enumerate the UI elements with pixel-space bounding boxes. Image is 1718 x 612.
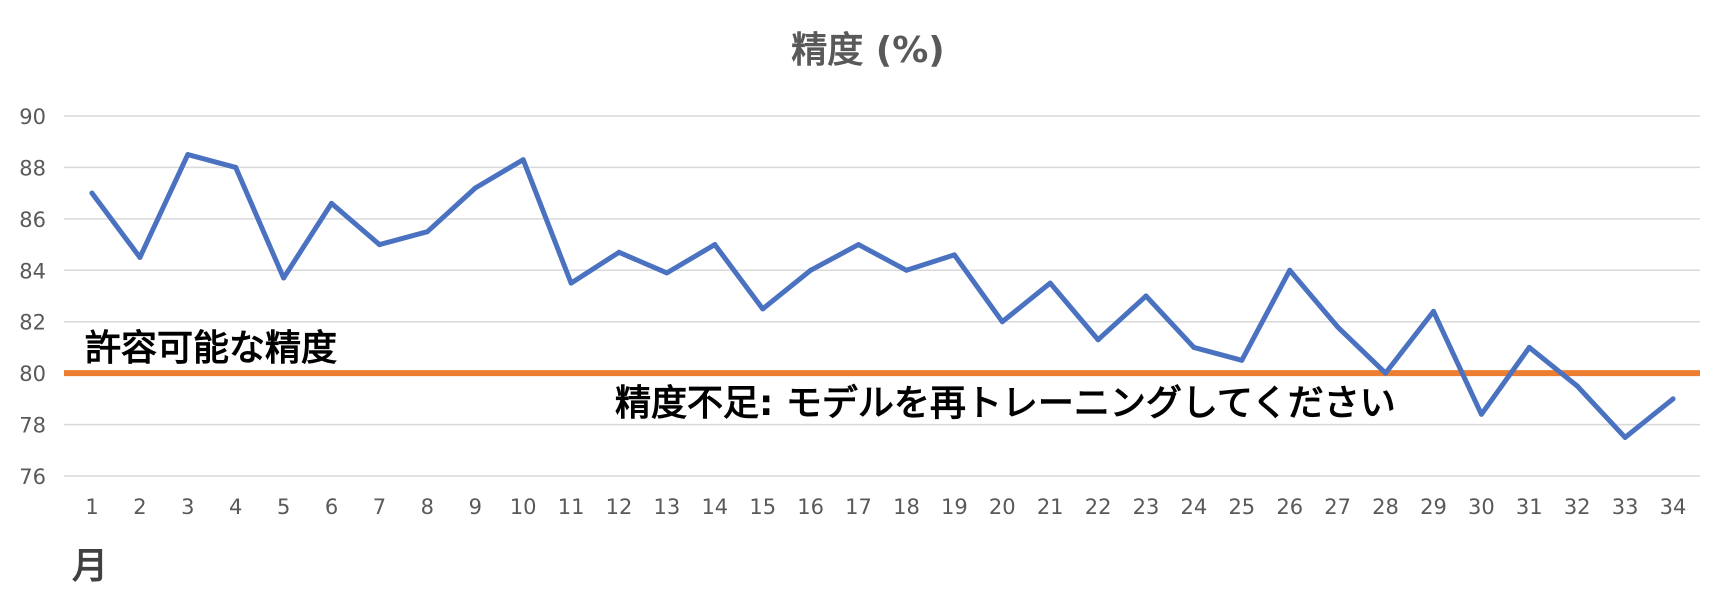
data-point	[1335, 324, 1341, 330]
x-tick-label: 22	[1085, 495, 1112, 519]
data-point	[89, 190, 95, 196]
x-tick-label: 33	[1612, 495, 1639, 519]
x-tick-label: 29	[1420, 495, 1447, 519]
data-point	[1670, 396, 1676, 402]
x-tick-label: 6	[325, 495, 338, 519]
data-point	[1191, 344, 1197, 350]
data-point	[1095, 337, 1101, 343]
data-point	[856, 242, 862, 248]
x-tick-label: 20	[989, 495, 1016, 519]
data-point	[664, 270, 670, 276]
x-tick-label: 1	[85, 495, 98, 519]
x-tick-label: 8	[421, 495, 434, 519]
data-point	[472, 185, 478, 191]
x-tick-label: 11	[558, 495, 585, 519]
x-tick-label: 12	[606, 495, 633, 519]
y-tick-label: 90	[19, 105, 46, 129]
x-tick-label: 23	[1133, 495, 1160, 519]
x-tick-label: 26	[1276, 495, 1303, 519]
data-point	[137, 254, 143, 260]
data-point	[1239, 357, 1245, 363]
data-point	[760, 306, 766, 312]
data-point	[903, 267, 909, 273]
y-tick-label: 76	[19, 465, 46, 489]
data-point	[808, 267, 814, 273]
data-point	[951, 252, 957, 258]
data-point	[1622, 434, 1628, 440]
chart-title: 精度 (%)	[791, 30, 945, 71]
x-tick-label: 21	[1037, 495, 1064, 519]
y-tick-label: 84	[19, 259, 46, 283]
y-tick-label: 78	[19, 414, 46, 438]
data-point	[712, 242, 718, 248]
data-point	[616, 249, 622, 255]
y-tick-label: 86	[19, 208, 46, 232]
data-point	[376, 242, 382, 248]
threshold-label-acceptable: 許容可能な精度	[85, 328, 337, 369]
x-tick-label: 30	[1468, 495, 1495, 519]
y-tick-label: 80	[19, 362, 46, 386]
data-point	[281, 275, 287, 281]
data-point	[1478, 411, 1484, 417]
data-point	[1430, 308, 1436, 314]
x-tick-label: 27	[1324, 495, 1351, 519]
x-tick-label: 31	[1516, 495, 1543, 519]
data-point	[424, 229, 430, 235]
threshold-label-insufficient: 精度不足: モデルを再トレーニングしてください	[615, 382, 1396, 424]
y-axis-ticks: 76 78 80 82 84 86 88 90	[19, 105, 46, 489]
x-tick-label: 10	[510, 495, 537, 519]
x-tick-label: 34	[1660, 495, 1687, 519]
data-point	[568, 280, 574, 286]
data-point	[329, 200, 335, 206]
data-point	[1047, 280, 1053, 286]
x-tick-label: 4	[229, 495, 242, 519]
x-tick-label: 28	[1372, 495, 1399, 519]
x-tick-label: 16	[797, 495, 824, 519]
x-tick-label: 3	[181, 495, 194, 519]
x-tick-label: 2	[133, 495, 146, 519]
data-point	[999, 319, 1005, 325]
y-tick-label: 88	[19, 156, 46, 180]
data-point	[1526, 344, 1532, 350]
data-point	[233, 164, 239, 170]
x-tick-label: 9	[469, 495, 482, 519]
x-tick-label: 17	[845, 495, 872, 519]
series-line	[89, 152, 1676, 440]
y-tick-label: 82	[19, 311, 46, 335]
x-axis-label: 月	[72, 546, 108, 587]
x-tick-label: 24	[1181, 495, 1208, 519]
data-point	[1287, 267, 1293, 273]
data-points	[89, 152, 1676, 440]
data-point	[1143, 293, 1149, 299]
data-point	[185, 152, 191, 158]
x-tick-label: 18	[893, 495, 920, 519]
x-tick-label: 5	[277, 495, 290, 519]
x-tick-label: 13	[654, 495, 681, 519]
x-tick-label: 15	[749, 495, 776, 519]
x-tick-label: 32	[1564, 495, 1591, 519]
data-point	[1574, 383, 1580, 389]
data-point	[520, 157, 526, 163]
data-point	[1383, 370, 1389, 376]
x-tick-label: 19	[941, 495, 968, 519]
x-tick-label: 14	[701, 495, 728, 519]
x-axis-ticks: 1 2 3 4 5 6 7 8 9 10 11 12 13 14 15 16 17 18 19 20 21 22 23 24 2…	[85, 495, 1686, 519]
x-tick-label: 7	[373, 495, 386, 519]
x-tick-label: 25	[1228, 495, 1255, 519]
